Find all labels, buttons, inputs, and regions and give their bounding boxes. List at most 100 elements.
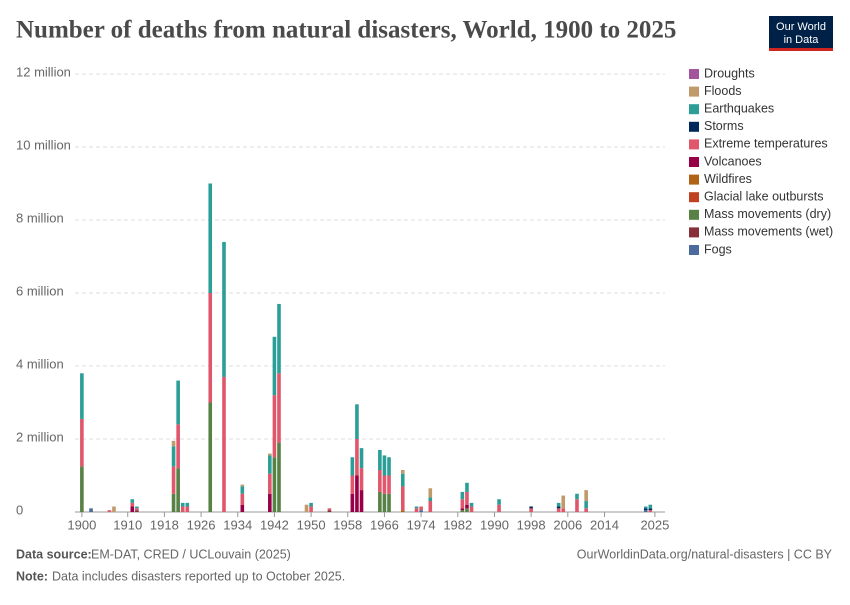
bar-segment [208, 293, 213, 403]
x-tick-label: 1918 [150, 517, 179, 532]
bar-segment [185, 506, 190, 512]
bar-segment [428, 488, 433, 498]
bar-segment [414, 508, 419, 512]
bar-segment [208, 183, 213, 293]
bar-segment [107, 510, 112, 512]
bar-segment [419, 510, 423, 512]
bar-segment [387, 475, 391, 494]
bar-segment [171, 446, 176, 467]
y-tick-label: 2 million [16, 429, 64, 444]
legend-label: Mass movements (wet) [704, 225, 833, 239]
legend-swatch [689, 227, 699, 238]
bar-segment [176, 468, 180, 512]
legend-label: Extreme temperatures [704, 137, 828, 151]
bar-segment [400, 473, 405, 487]
bar-segment [272, 395, 277, 458]
bar-segment [112, 506, 116, 512]
y-tick-label: 12 million [16, 64, 71, 79]
logo-box[interactable] [769, 16, 833, 50]
bar-segment [460, 508, 465, 511]
note-label: Note: [16, 569, 48, 583]
bar-segment [460, 510, 465, 512]
legend-label: Fogs [704, 242, 732, 256]
chart-title: Number of deaths from natural disasters,… [16, 17, 676, 44]
legend-swatch [689, 245, 699, 255]
bar-segment [277, 303, 281, 374]
bar-segment [382, 475, 387, 494]
y-tick-label: 4 million [16, 356, 64, 371]
legend-label: Storms [704, 119, 744, 133]
bar-segment [350, 493, 355, 512]
legend-swatch [689, 157, 699, 167]
bar-segment [171, 440, 176, 447]
legend-swatch [689, 139, 699, 150]
legend-label: Wildfires [704, 172, 752, 186]
logo[interactable]: Our World in Data [769, 16, 833, 51]
x-tick-label: 1990 [480, 517, 509, 532]
bar-segment [529, 508, 533, 512]
x-tick-label: 1910 [113, 517, 142, 532]
source: EM-DAT, CRED / UCLouvain (2025) [91, 547, 291, 561]
bar-segment [135, 508, 139, 511]
bar-segment [176, 424, 180, 469]
bar-segment [414, 506, 419, 509]
x-tick-label: 1974 [407, 517, 436, 532]
bar-segment [268, 453, 272, 456]
credit[interactable]: OurWorldinData.org/natural-disasters | C… [577, 547, 833, 561]
bar-segment [643, 510, 648, 512]
y-tick-label: 0 [16, 502, 23, 517]
bar-segment [382, 493, 387, 512]
y-tick-label: 10 million [16, 137, 71, 152]
bar-segment [327, 508, 332, 511]
bar-segment [584, 501, 588, 509]
bar-segment [89, 508, 93, 512]
bar-segment [387, 493, 391, 512]
bar-segment [309, 502, 313, 507]
bar-segment [497, 499, 501, 505]
bar-segment [400, 470, 405, 474]
bar-segment [171, 466, 176, 494]
y-tick-label: 8 million [16, 210, 64, 225]
note: Data includes disasters reported up to O… [52, 569, 345, 583]
bar-segment [400, 486, 405, 511]
bar-segment [378, 491, 382, 512]
bar-segment [465, 504, 469, 509]
x-tick-label: 1958 [333, 517, 362, 532]
legend-swatch [689, 209, 699, 220]
bar-segment [135, 510, 139, 512]
bar-segment [180, 506, 185, 512]
bar-segment [355, 439, 359, 476]
bar-segment [130, 499, 135, 503]
bar-segment [460, 499, 465, 509]
legend-label: Volcanoes [704, 154, 762, 168]
legend-label: Mass movements (dry) [704, 207, 831, 221]
bar-segment [465, 482, 469, 492]
x-tick-label: 1900 [67, 517, 96, 532]
legend-label: Floods [704, 84, 742, 98]
bar-segment [268, 473, 272, 494]
source-label: Data source: [16, 547, 92, 561]
bar-segment [130, 502, 135, 507]
bar-segment [561, 508, 566, 512]
bar-segment [350, 457, 355, 476]
bar-segment [359, 448, 364, 469]
bar-segment [240, 486, 245, 494]
bar-segment [575, 499, 579, 512]
bar-segment [428, 501, 433, 512]
bar-segment [222, 241, 226, 377]
bar-segment [304, 504, 309, 512]
bar-segment [382, 455, 387, 476]
x-tick-label: 1950 [297, 517, 326, 532]
bar-segment [419, 506, 423, 511]
bar-segment [556, 508, 561, 512]
bar-segment [268, 455, 272, 474]
bar-segment [469, 506, 474, 512]
bar-segment [556, 506, 561, 509]
x-tick-label: 1966 [370, 517, 399, 532]
legend-swatch [689, 174, 699, 185]
bar-segment [575, 493, 579, 500]
legend-label: Earthquakes [704, 101, 774, 115]
bar-segment [272, 336, 277, 396]
bar-segment [272, 457, 277, 512]
